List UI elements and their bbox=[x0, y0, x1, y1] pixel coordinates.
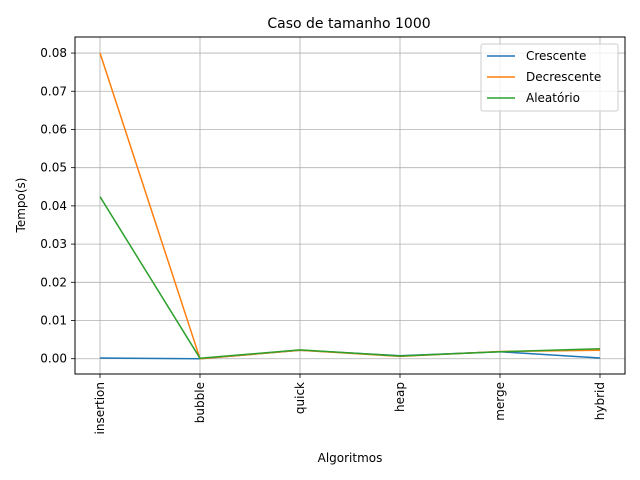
x-tick-label: hybrid bbox=[593, 382, 607, 420]
x-axis-title: Algoritmos bbox=[318, 451, 383, 465]
x-tick-label: quick bbox=[293, 382, 307, 414]
legend-label: Decrescente bbox=[526, 70, 601, 84]
y-tick-label: 0.04 bbox=[40, 199, 67, 213]
grid-lines bbox=[75, 37, 625, 374]
y-tick-label: 0.02 bbox=[40, 275, 67, 289]
legend-label: Aleatório bbox=[526, 91, 580, 105]
y-tick-label: 0.01 bbox=[40, 314, 67, 328]
x-tick-label: heap bbox=[393, 382, 407, 412]
x-tick-label: insertion bbox=[93, 382, 107, 435]
x-tick-label: merge bbox=[493, 382, 507, 421]
series-lines bbox=[99, 52, 601, 360]
series-line-aleatorio bbox=[99, 196, 601, 360]
y-axis-title: Tempo(s) bbox=[14, 178, 28, 234]
x-tick-label: bubble bbox=[193, 382, 207, 423]
legend: Crescente Decrescente Aleatório bbox=[480, 43, 619, 112]
x-axis: insertion bubble quick heap merge hybrid bbox=[93, 374, 607, 435]
chart-title: Caso de tamanho 1000 bbox=[267, 16, 430, 32]
y-axis: 0.00 0.01 0.02 0.03 0.04 0.05 0.06 0.07 0.08 bbox=[40, 46, 75, 366]
y-tick-label: 0.03 bbox=[40, 237, 67, 251]
y-tick-label: 0.05 bbox=[40, 161, 67, 175]
legend-box bbox=[480, 43, 619, 112]
y-tick-label: 0.06 bbox=[40, 122, 67, 136]
y-tick-label: 0.07 bbox=[40, 84, 67, 98]
legend-label: Crescente bbox=[526, 49, 586, 63]
y-tick-label: 0.00 bbox=[40, 352, 67, 366]
y-tick-label: 0.08 bbox=[40, 46, 67, 60]
